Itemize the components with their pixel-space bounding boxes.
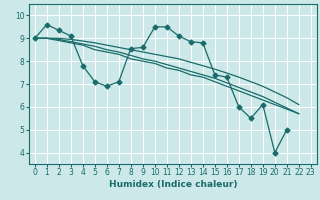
X-axis label: Humidex (Indice chaleur): Humidex (Indice chaleur) [108,180,237,189]
